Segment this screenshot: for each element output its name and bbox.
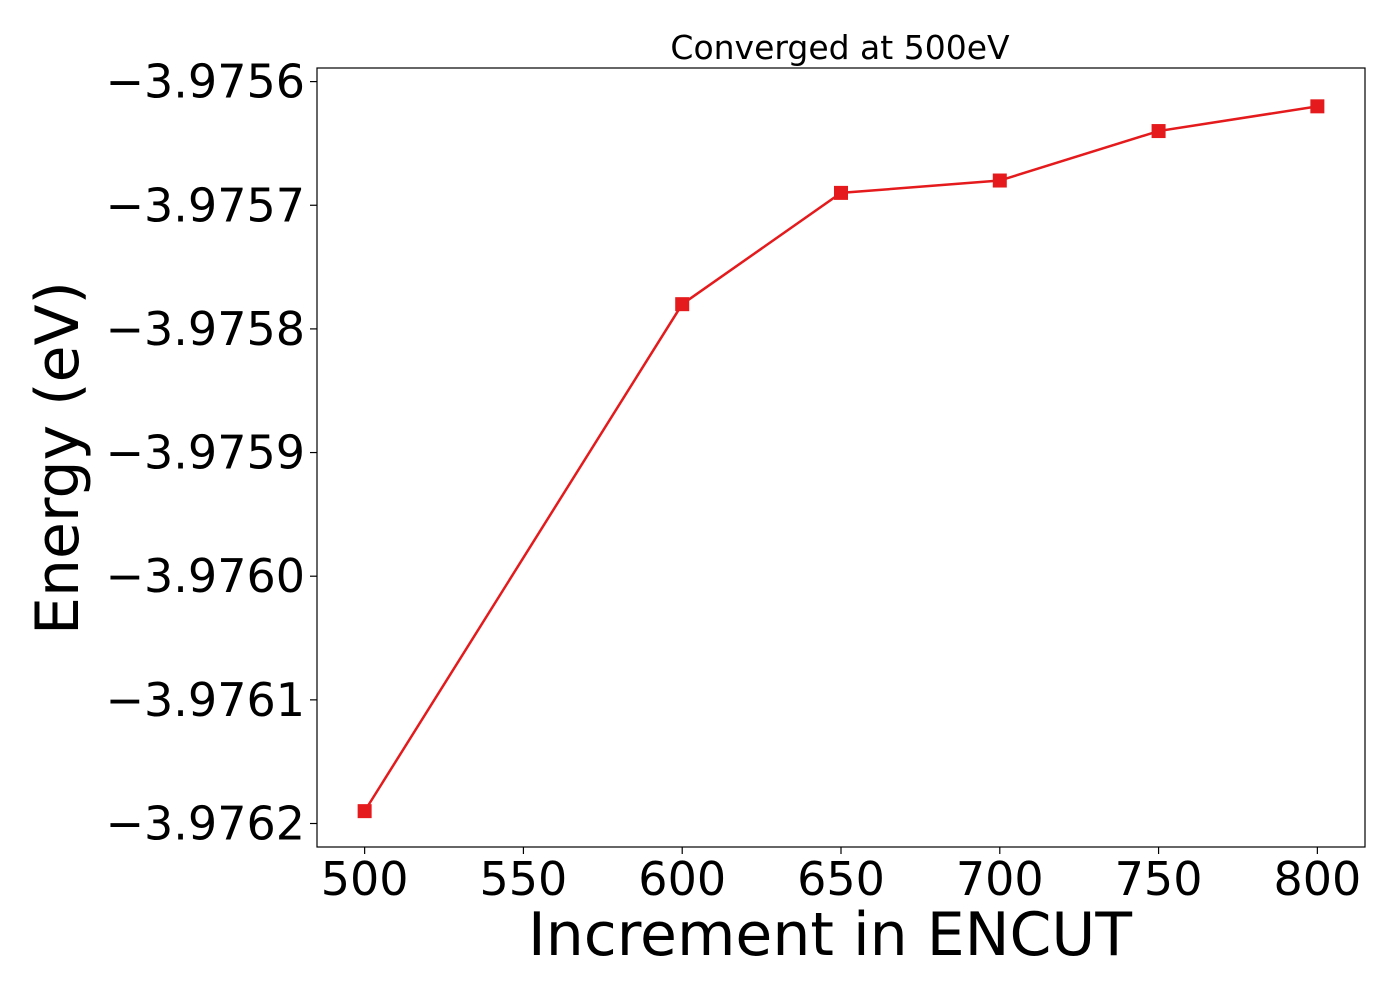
data-point-marker [834,185,848,200]
y-tick-label: −3.9760 [106,549,306,603]
x-tick-label: 700 [956,852,1044,906]
y-axis-label: Energy (eV) [23,281,93,635]
plot-series [357,99,1325,819]
y-tick-label: −3.9756 [106,55,306,109]
x-axis-label: Increment in ENCUT [528,900,1132,970]
plot-area-frame [316,67,1366,848]
x-axis-ticks: 500 550 600 650 700 750 800 [321,847,1361,906]
y-tick-label: −3.9762 [106,797,306,851]
y-tick-label: −3.9757 [106,178,306,232]
x-tick-label: 750 [1115,852,1203,906]
x-tick-label: 650 [797,852,885,906]
y-tick-label: −3.9759 [106,426,306,480]
x-tick-label: 550 [480,852,568,906]
series-line [363,105,1318,812]
y-axis-ticks: −3.9762 −3.9761 −3.9760 −3.9759 −3.9758 −3.97… [106,55,317,851]
x-tick-label: 800 [1273,852,1361,906]
y-tick-label: −3.9761 [106,673,306,727]
data-point-marker [675,297,690,312]
data-point-marker [992,173,1007,188]
data-point-marker [1151,124,1166,139]
y-tick-label: −3.9758 [106,302,306,356]
data-point-marker [1310,99,1325,114]
chart-title: Converged at 500eV [670,28,1010,67]
data-point-marker [357,804,372,819]
x-tick-label: 600 [638,852,726,906]
x-tick-label: 500 [321,852,409,906]
